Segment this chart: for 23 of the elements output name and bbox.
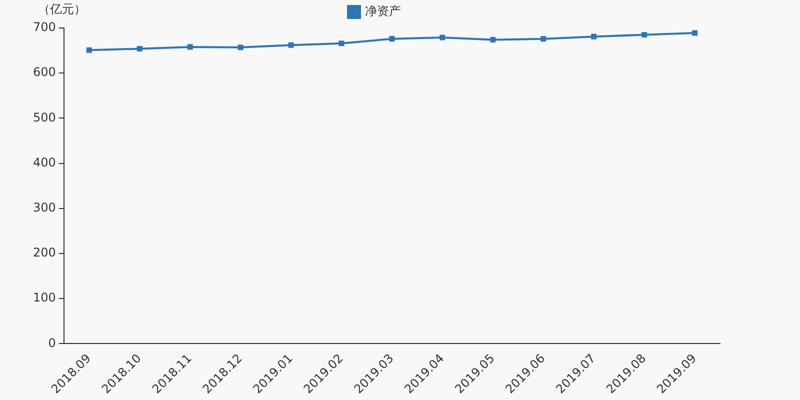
point [692,30,698,36]
y-axis-title: （亿元） [38,2,86,16]
point [338,40,344,46]
y-tick-label: 600 [33,65,56,80]
y-tick-label: 0 [48,336,56,350]
y-tick-label: 300 [33,200,56,215]
point [389,36,395,42]
legend-label: 净资产 [365,4,401,18]
point [136,46,142,52]
y-tick-label: 100 [33,290,56,305]
point [440,34,446,40]
point [238,44,244,50]
y-tick-label: 700 [33,20,56,34]
y-tick-label: 500 [33,110,56,124]
point [86,47,92,53]
point [490,36,496,42]
y-tick-label: 200 [33,246,56,260]
point [187,44,193,50]
point [540,36,546,42]
y-tick-label: 400 [33,155,56,170]
point [591,34,597,40]
point [642,32,648,38]
point [288,42,294,48]
